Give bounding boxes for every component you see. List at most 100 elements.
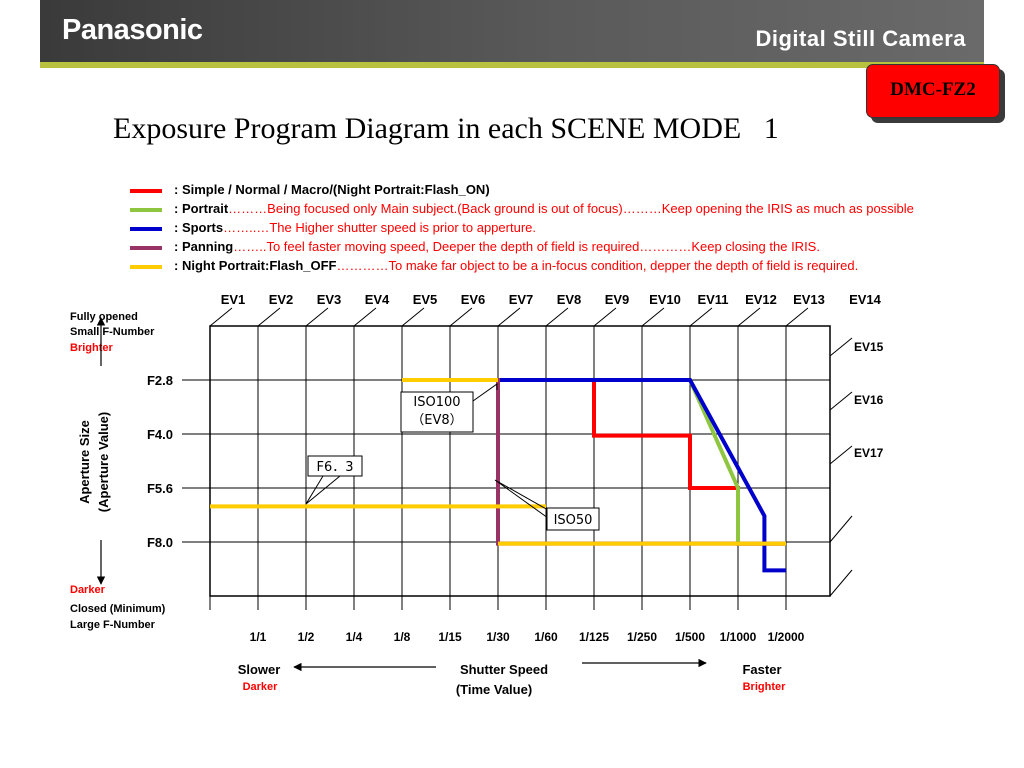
y-tick-label: F2.8: [147, 373, 173, 388]
model-badge: DMC-FZ2: [866, 64, 1000, 118]
legend-label: : Night Portrait:Flash_OFF: [174, 258, 337, 273]
ev-diagonal-mark: [545, 307, 569, 327]
ev-label-top: EV13: [793, 292, 825, 307]
ev-label-top: EV2: [269, 292, 294, 307]
x-tick-label: 1/1000: [720, 630, 757, 644]
x-tick-label: 1/2: [298, 630, 315, 644]
page-title: Exposure Program Diagram in each SCENE M…: [113, 112, 779, 145]
x-left-label: Slower: [238, 662, 281, 677]
ev-diagonal-mark: [829, 569, 853, 597]
legend-text: ……..To feel faster moving speed, Deeper …: [233, 239, 820, 254]
diagram-labels: EV1 EV2 EV3 EV4 EV5 EV6 EV7 EV8 EV9 EV10 EV11 EV12 E…: [70, 292, 884, 697]
legend-text: ……..…The Higher shutter speed is prior t…: [223, 220, 536, 235]
ev-label-right: EV17: [854, 446, 884, 460]
legend-swatch: [130, 264, 162, 269]
ev-label-top: EV8: [557, 292, 582, 307]
diagram-callouts: ISO100 （EV8） F6．3 ISO50: [305, 383, 600, 531]
ev-label-right: EV16: [854, 393, 884, 407]
callout-iso100-label: ISO100: [413, 395, 460, 410]
ev-diagonal-mark: [593, 307, 617, 327]
ev-diagonal-mark: [497, 307, 521, 327]
legend-item-yellow: : Night Portrait:Flash_OFF…………To make fa…: [130, 258, 858, 273]
ev-diagonal-mark: [829, 515, 853, 543]
ev-diagonal-mark: [737, 307, 761, 327]
callout-ev8-label: （EV8）: [411, 413, 462, 428]
callout-box: [400, 391, 474, 433]
x-tick-label: 1/60: [534, 630, 558, 644]
panasonic-logo: Panasonic: [62, 14, 203, 46]
callout-f63-label: F6．3: [316, 460, 353, 475]
header-bar: [40, 0, 984, 62]
ev-diagonal-mark: [257, 307, 281, 327]
y-top-label: Fully opened: [70, 311, 138, 323]
ev-label-top: EV7: [509, 292, 534, 307]
legend-swatch: [130, 207, 162, 212]
y-tick-label: F5.6: [147, 481, 173, 496]
callout-box: [307, 455, 363, 477]
ev-diagonal-mark: [829, 337, 853, 357]
ev-diagonal-mark: [353, 307, 377, 327]
ev-diagonal-mark: [401, 307, 425, 327]
legend-label: : Sports: [174, 220, 224, 235]
legend-label: : Panning: [174, 239, 234, 254]
callout-leader: [472, 383, 498, 402]
legend-item-red: : Simple / Normal / Macro/(Night Portrai…: [130, 182, 490, 197]
header-accent-stripe: [40, 62, 984, 68]
ev-label-top: EV4: [365, 292, 390, 307]
model-badge-label: DMC-FZ2: [890, 79, 976, 100]
y-top-label: Small F-Number: [70, 326, 155, 338]
y-tick-label: F4.0: [147, 427, 173, 442]
legend-item-purple: : Panning……..To feel faster moving speed…: [130, 239, 820, 254]
x-right-brighter-label: Brighter: [743, 681, 787, 693]
ev-label-top: EV10: [649, 292, 681, 307]
x-tick-label: 1/2000: [768, 630, 805, 644]
legend-swatch: [130, 188, 162, 193]
x-tick-label: 1/250: [627, 630, 657, 644]
legend-label: : Portrait: [174, 201, 229, 216]
legend-item-blue: : Sports……..…The Higher shutter speed is…: [130, 220, 536, 235]
y-top-brighter-label: Brighter: [70, 342, 114, 354]
ev-label-top: EV14: [849, 292, 882, 307]
y-tick-label: F8.0: [147, 535, 173, 550]
plot-frame: [209, 325, 831, 597]
x-tick-label: 1/500: [675, 630, 705, 644]
ev-label-top: EV9: [605, 292, 630, 307]
ev-diagonal-mark: [209, 307, 233, 327]
ev-diagonal-mark: [449, 307, 473, 327]
x-axis-subtitle: (Time Value): [456, 682, 532, 697]
y-axis-title: Aperture Size: [77, 420, 92, 504]
ev-diagonal-mark: [785, 307, 809, 327]
legend-swatch: [130, 245, 162, 250]
callout-leader: [494, 479, 549, 519]
diagram-series: [210, 378, 786, 573]
x-right-label: Faster: [742, 662, 781, 677]
x-tick-label: 1/15: [438, 630, 462, 644]
legend-label: : Simple / Normal / Macro/(Night Portrai…: [174, 182, 490, 197]
callout-iso50-label: ISO50: [554, 513, 593, 528]
callout-box: [546, 507, 600, 531]
ev-diagonal-mark: [829, 391, 853, 411]
y-bottom-label: Closed (Minimum): [70, 603, 166, 615]
ev-label-top: EV1: [221, 292, 246, 307]
x-tick-label: 1/8: [394, 630, 411, 644]
y-bottom-darker-label: Darker: [70, 584, 106, 596]
y-bottom-label: Large F-Number: [70, 619, 156, 631]
ev-label-top: EV11: [697, 292, 728, 307]
x-tick-label: 1/1: [250, 630, 267, 644]
x-axis-title: Shutter Speed: [460, 662, 548, 677]
ev-label-top: EV3: [317, 292, 342, 307]
ev-label-top: EV6: [461, 292, 486, 307]
ev-label-top: EV12: [745, 292, 777, 307]
ev-diagonal-mark: [829, 445, 853, 465]
diagram-grid: [182, 307, 853, 610]
ev-label-top: EV5: [413, 292, 438, 307]
ev-diagonal-mark: [641, 307, 665, 327]
header-title: Digital Still Camera: [755, 26, 966, 51]
legend-text: …………To make far object to be a in-focus …: [336, 258, 859, 273]
x-tick-label: 1/4: [346, 630, 363, 644]
legend-swatch: [130, 226, 162, 231]
ev-diagonal-mark: [305, 307, 329, 327]
ev-diagonal-mark: [689, 307, 713, 327]
x-tick-label: 1/125: [579, 630, 609, 644]
